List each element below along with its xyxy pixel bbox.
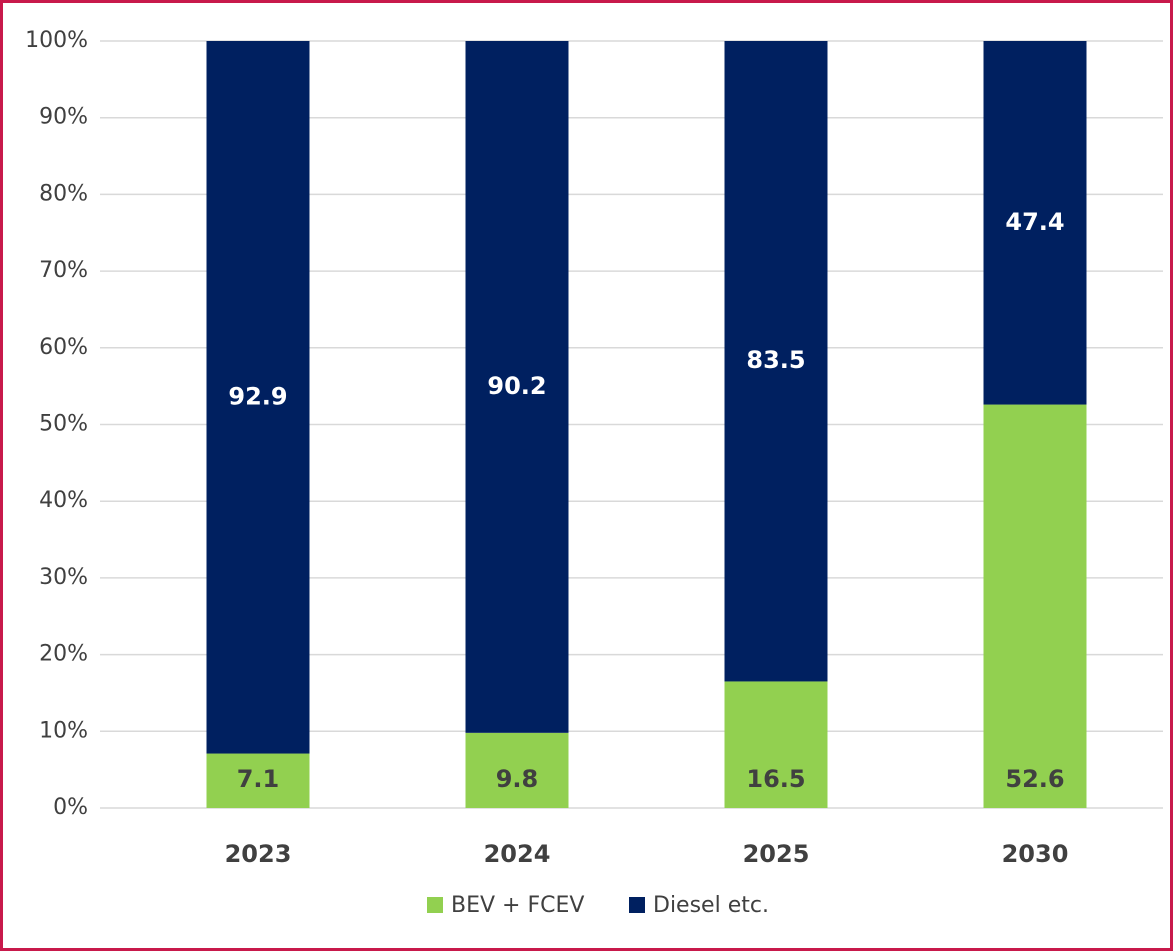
legend-swatch xyxy=(427,897,443,913)
y-tick-label: 50% xyxy=(39,412,88,437)
bar-segment xyxy=(206,41,310,754)
bar-segment xyxy=(465,732,569,808)
bar-segment xyxy=(206,753,310,808)
bar-segment xyxy=(724,41,828,682)
data-label: 92.9 xyxy=(228,382,287,410)
y-tick-label: 20% xyxy=(39,642,88,667)
x-tick-label: 2024 xyxy=(484,840,551,868)
data-label: 52.6 xyxy=(1005,765,1064,793)
y-tick-label: 100% xyxy=(25,28,88,53)
bar-segment xyxy=(465,41,569,733)
y-tick-label: 80% xyxy=(39,181,88,206)
legend-label: Diesel etc. xyxy=(653,893,769,918)
y-tick-label: 40% xyxy=(39,488,88,513)
bar-segment xyxy=(724,681,828,808)
y-tick-label: 60% xyxy=(39,335,88,360)
data-label: 47.4 xyxy=(1005,208,1064,236)
y-tick-label: 0% xyxy=(53,795,88,820)
y-tick-label: 70% xyxy=(39,258,88,283)
bar-segment xyxy=(983,404,1087,808)
data-label: 83.5 xyxy=(746,346,805,374)
x-tick-label: 2025 xyxy=(743,840,810,868)
y-tick-label: 30% xyxy=(39,565,88,590)
data-label: 7.1 xyxy=(237,765,280,793)
x-tick-label: 2023 xyxy=(225,840,292,868)
legend-label: BEV + FCEV xyxy=(451,893,584,918)
data-label: 9.8 xyxy=(496,765,539,793)
data-label: 90.2 xyxy=(487,372,546,400)
data-label: 16.5 xyxy=(746,765,805,793)
bar-segment xyxy=(983,41,1087,405)
y-tick-label: 10% xyxy=(39,718,88,743)
legend-swatch xyxy=(629,897,645,913)
y-tick-label: 90% xyxy=(39,105,88,130)
x-tick-label: 2030 xyxy=(1002,840,1069,868)
